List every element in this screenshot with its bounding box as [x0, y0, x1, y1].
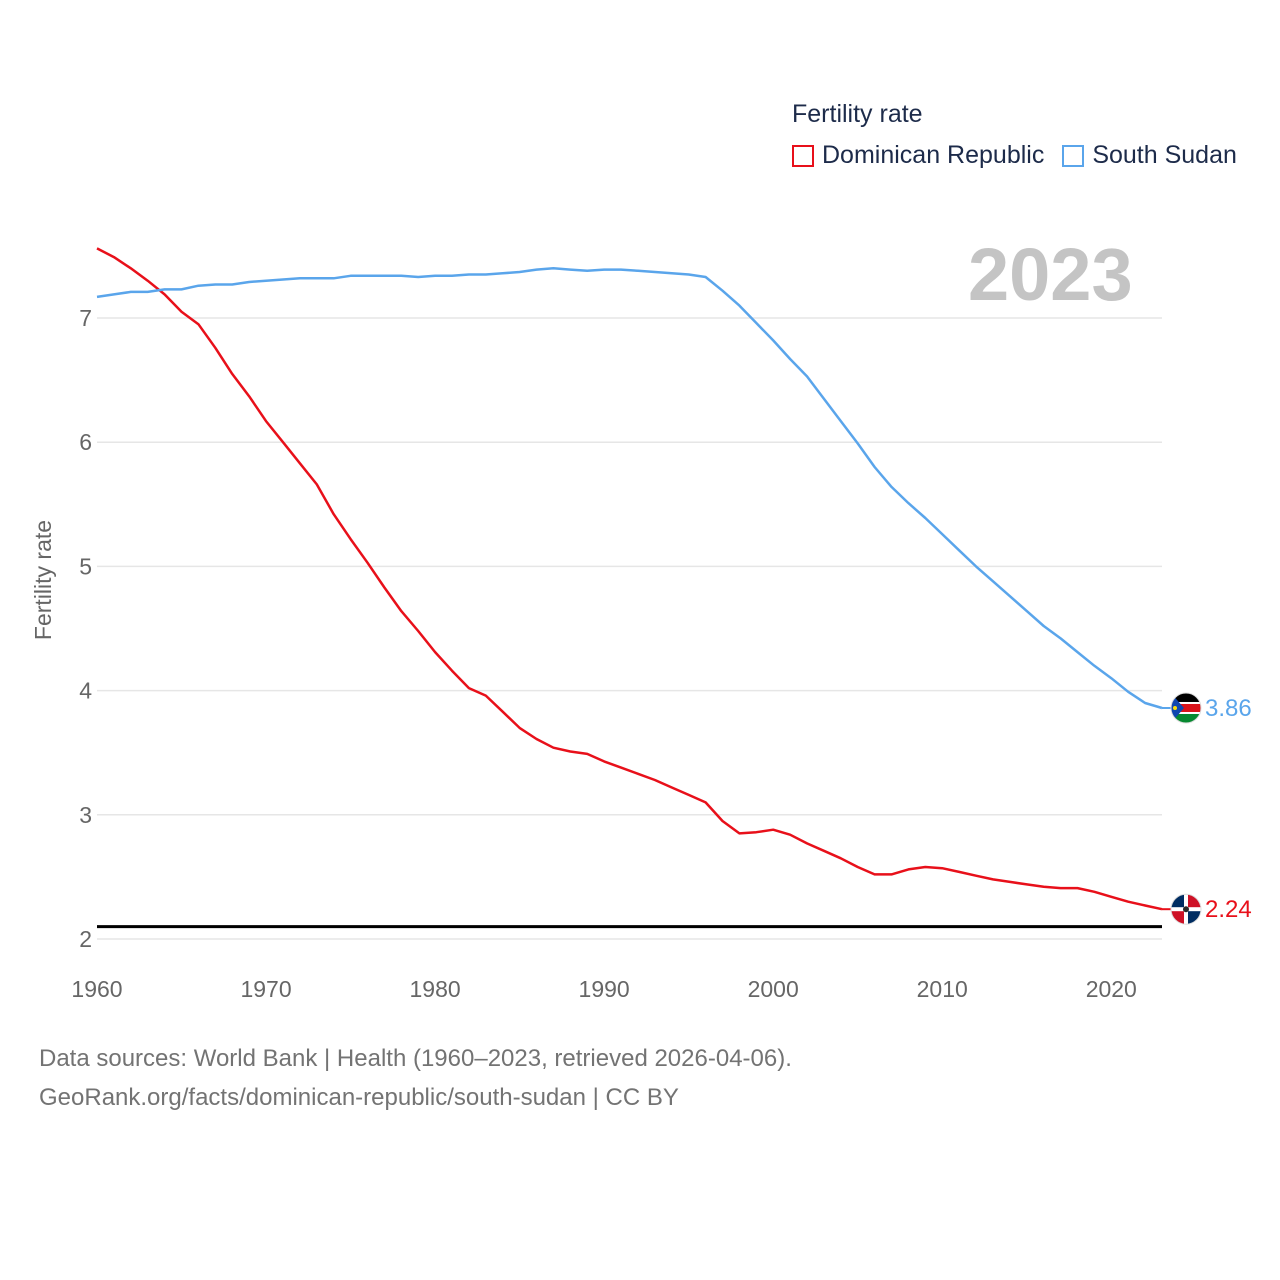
source-line-2[interactable]: GeoRank.org/facts/dominican-republic/sou…	[39, 1084, 679, 1111]
series-line-dominican-republic	[96, 247, 1163, 911]
legend-title: Fertility rate	[792, 100, 923, 128]
y-tick-label: 2	[79, 926, 92, 952]
x-tick-label: 2020	[1086, 976, 1137, 1002]
x-tick-label: 2010	[917, 976, 968, 1002]
y-axis-title: Fertility rate	[30, 520, 56, 640]
year-label: 2023	[968, 233, 1133, 316]
x-tick-label: 2000	[748, 976, 799, 1002]
legend: Dominican Republic South Sudan	[792, 141, 1255, 170]
legend-label-south-sudan: South Sudan	[1092, 141, 1237, 169]
source-line-1: Data sources: World Bank | Health (1960–…	[39, 1045, 792, 1072]
y-tick-label: 6	[79, 429, 92, 455]
south-sudan-flag-icon	[1170, 692, 1202, 724]
y-tick-label: 4	[79, 678, 92, 704]
x-tick-label: 1970	[240, 976, 291, 1002]
end-markers: 2.24 3.86	[1162, 692, 1252, 925]
y-tick-label: 3	[79, 802, 92, 828]
x-tick-label: 1980	[410, 976, 461, 1002]
legend-label-dominican-republic: Dominican Republic	[822, 141, 1045, 169]
gridlines	[97, 317, 1162, 940]
legend-swatch-south-sudan	[1062, 144, 1085, 167]
end-value-label-south-sudan: 3.86	[1205, 695, 1252, 722]
series-lines	[96, 247, 1163, 911]
y-tick-labels: 2 3 4 5 6 7	[79, 305, 92, 952]
legend-item-south-sudan[interactable]: South Sudan	[1062, 141, 1237, 170]
x-tick-label: 1990	[579, 976, 630, 1002]
legend-item-dominican-republic[interactable]: Dominican Republic	[792, 141, 1044, 170]
x-tick-labels: 1960 1970 1980 1990 2000 2010 2020	[71, 976, 1136, 1002]
series-line-south-sudan	[96, 267, 1163, 710]
x-tick-label: 1960	[71, 976, 122, 1002]
dominican-republic-flag-icon	[1170, 893, 1202, 925]
end-value-label-dominican-republic: 2.24	[1205, 896, 1252, 923]
y-tick-label: 7	[79, 305, 92, 331]
legend-swatch-dominican-republic	[792, 144, 814, 167]
y-tick-label: 5	[79, 553, 92, 579]
